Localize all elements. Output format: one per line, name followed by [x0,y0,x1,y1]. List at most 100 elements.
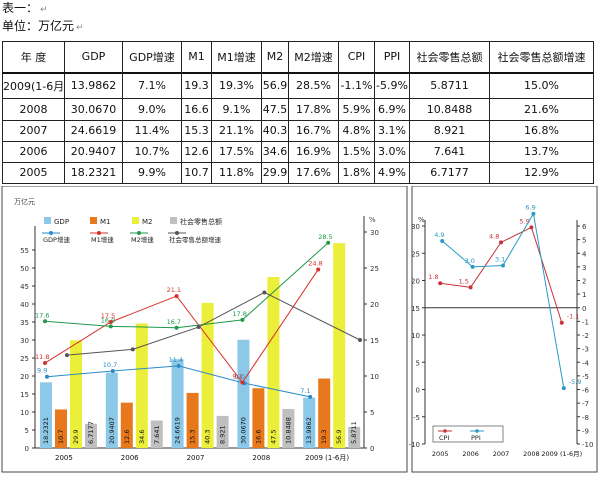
table-cell: 13.7% [489,140,594,163]
table-cell: 13.9862 [64,71,123,100]
paragraph-mark-2: ↵ [76,23,84,33]
line-point-M2增速 [108,324,113,329]
bar-M2 [333,243,346,448]
line-point-GDP增速 [176,363,181,368]
table-cell: 47.5 [261,98,289,121]
economic-stats-table: 年 度 GDP GDP增速 M1 M1增速 M2 M2增速 CPI PPI 社会零售总额 社会零售总… [2,41,594,185]
price-y2-tick-label: 6 [582,223,587,231]
price-y-tick-label: 30 [411,223,420,231]
line-value-label: 16.9 [101,316,115,324]
table-cell: 12.9% [489,161,594,185]
table-cell: 16.7% [288,119,339,142]
table-row: 2006 20.9407 10.7% 12.6 17.5% 34.6 16.9% 1.5% 3.… [2,140,594,163]
bar-value-label: 16.6 [254,430,262,444]
line-value-label: 7.1 [300,387,310,395]
bar-GDP [237,339,250,448]
price-value-label: 3.0 [465,257,475,265]
line-value-label: 17.5 [101,312,115,320]
y-axis-label: 万亿元 [14,197,35,206]
y2-tick-label: 5 [370,409,374,417]
price-y2-tick-label: -1 [582,318,589,326]
y2-tick-label: 15 [370,337,379,345]
price-y2-tick-label: -7 [582,400,589,408]
y2-tick-label: 30 [370,229,379,237]
table-header-cell: GDP [64,41,123,74]
price-y2-tick-label: 3 [582,264,586,272]
line-value-label: 9.1 [232,372,242,380]
price-legend-marker [443,429,447,433]
charts-svg: 万亿元%051015202530354045505505101520253018… [1,185,598,473]
price-value-label: 1.5 [459,277,469,285]
table-cell: 28.5% [288,71,339,100]
price-y-tick-label: 20 [411,278,420,286]
price-value-label: 3.1 [495,256,505,264]
price-chart-frame [411,185,598,473]
y-tick-label: 55 [20,247,29,255]
unit-caption: 单位：万亿元 ↵ [2,19,84,35]
line-point-M2增速 [240,317,245,322]
line-point-GDP增速 [308,394,313,399]
price-y-tick-label: 25 [411,250,420,258]
price-value-label: -5.9 [569,378,582,386]
table-header-cell: 社会零售总额 [409,41,490,74]
line-value-label: 11.8 [35,353,49,361]
table-row: 2008 30.0670 9.0% 16.6 9.1% 47.5 17.8% 5.9% 6.9%… [2,98,594,121]
bar-M2 [201,302,214,448]
table-header-cell: PPI [374,41,410,74]
line-point-社会零售总额增速 [262,290,267,295]
legend-label: GDP [54,218,69,226]
bar-社会零售总额 [348,426,361,448]
table-cell: 3.1% [374,119,410,142]
line-value-label: 28.5 [318,233,332,241]
legend-swatch [90,217,97,224]
table-cell: 18.2321 [64,161,123,185]
line-point-M1增速 [108,320,113,324]
table-cell: 9.9% [122,161,182,185]
y-tick-label: 25 [20,355,29,363]
line-value-label: 10.7 [103,361,117,369]
bar-value-label: 10.7 [57,430,65,444]
table-cell: 17.6% [288,161,339,185]
line-point-M1增速 [174,294,179,299]
bar-value-label: 47.5 [269,430,277,444]
price-legend-box [432,425,504,443]
line-value-label: 11.4 [169,356,183,364]
line-value-label: 16.7 [167,318,181,326]
line-value-label: 17.6 [35,311,49,319]
price-x-tick-label: 2009 (1-6月) [541,450,582,458]
table-cell: -1.1% [338,71,375,100]
table-header-cell: 年 度 [2,41,65,74]
price-y-tick-label: 15 [411,305,420,313]
table-cell: 12.6 [181,140,212,163]
price-y2-tick-label: -5 [582,373,589,381]
table-cell: 20.9407 [64,140,123,163]
table-cell: 2006 [2,140,65,163]
line-point-GDP增速 [110,368,115,373]
table-cell: 10.8488 [409,98,490,121]
price-value-label: -1.1 [567,313,580,321]
bar-value-label: 40.3 [204,430,212,444]
price-x-tick-label: 2008 [523,450,540,458]
y2-tick-label: 20 [370,301,379,309]
price-point-PPI [501,263,505,268]
price-y2-tick-label: -2 [582,332,589,340]
price-value-label: 4.9 [434,231,444,239]
table-cell: 1.5% [338,140,375,163]
price-point-CPI [468,285,473,290]
bar-value-label: 8.921 [219,425,227,444]
table-cell: 24.6619 [64,119,123,142]
table-cell: 30.0670 [64,98,123,121]
table-cell: 21.1% [211,119,262,142]
price-value-label: 1.8 [428,273,438,281]
table-cell: 7.641 [409,140,490,163]
table-cell: 2007 [2,119,65,142]
bar-社会零售总额 [85,423,97,448]
y2-tick-label: 10 [370,373,379,381]
table-header-cell: M1增速 [211,41,262,74]
price-y-tick-label: 10 [411,332,420,340]
bar-M1 [186,392,199,448]
legend-label: M1增速 [91,235,114,244]
table-header-cell: CPI [338,41,375,74]
table-caption: 表一： ↵ [2,1,48,17]
bar-M2 [135,323,148,448]
